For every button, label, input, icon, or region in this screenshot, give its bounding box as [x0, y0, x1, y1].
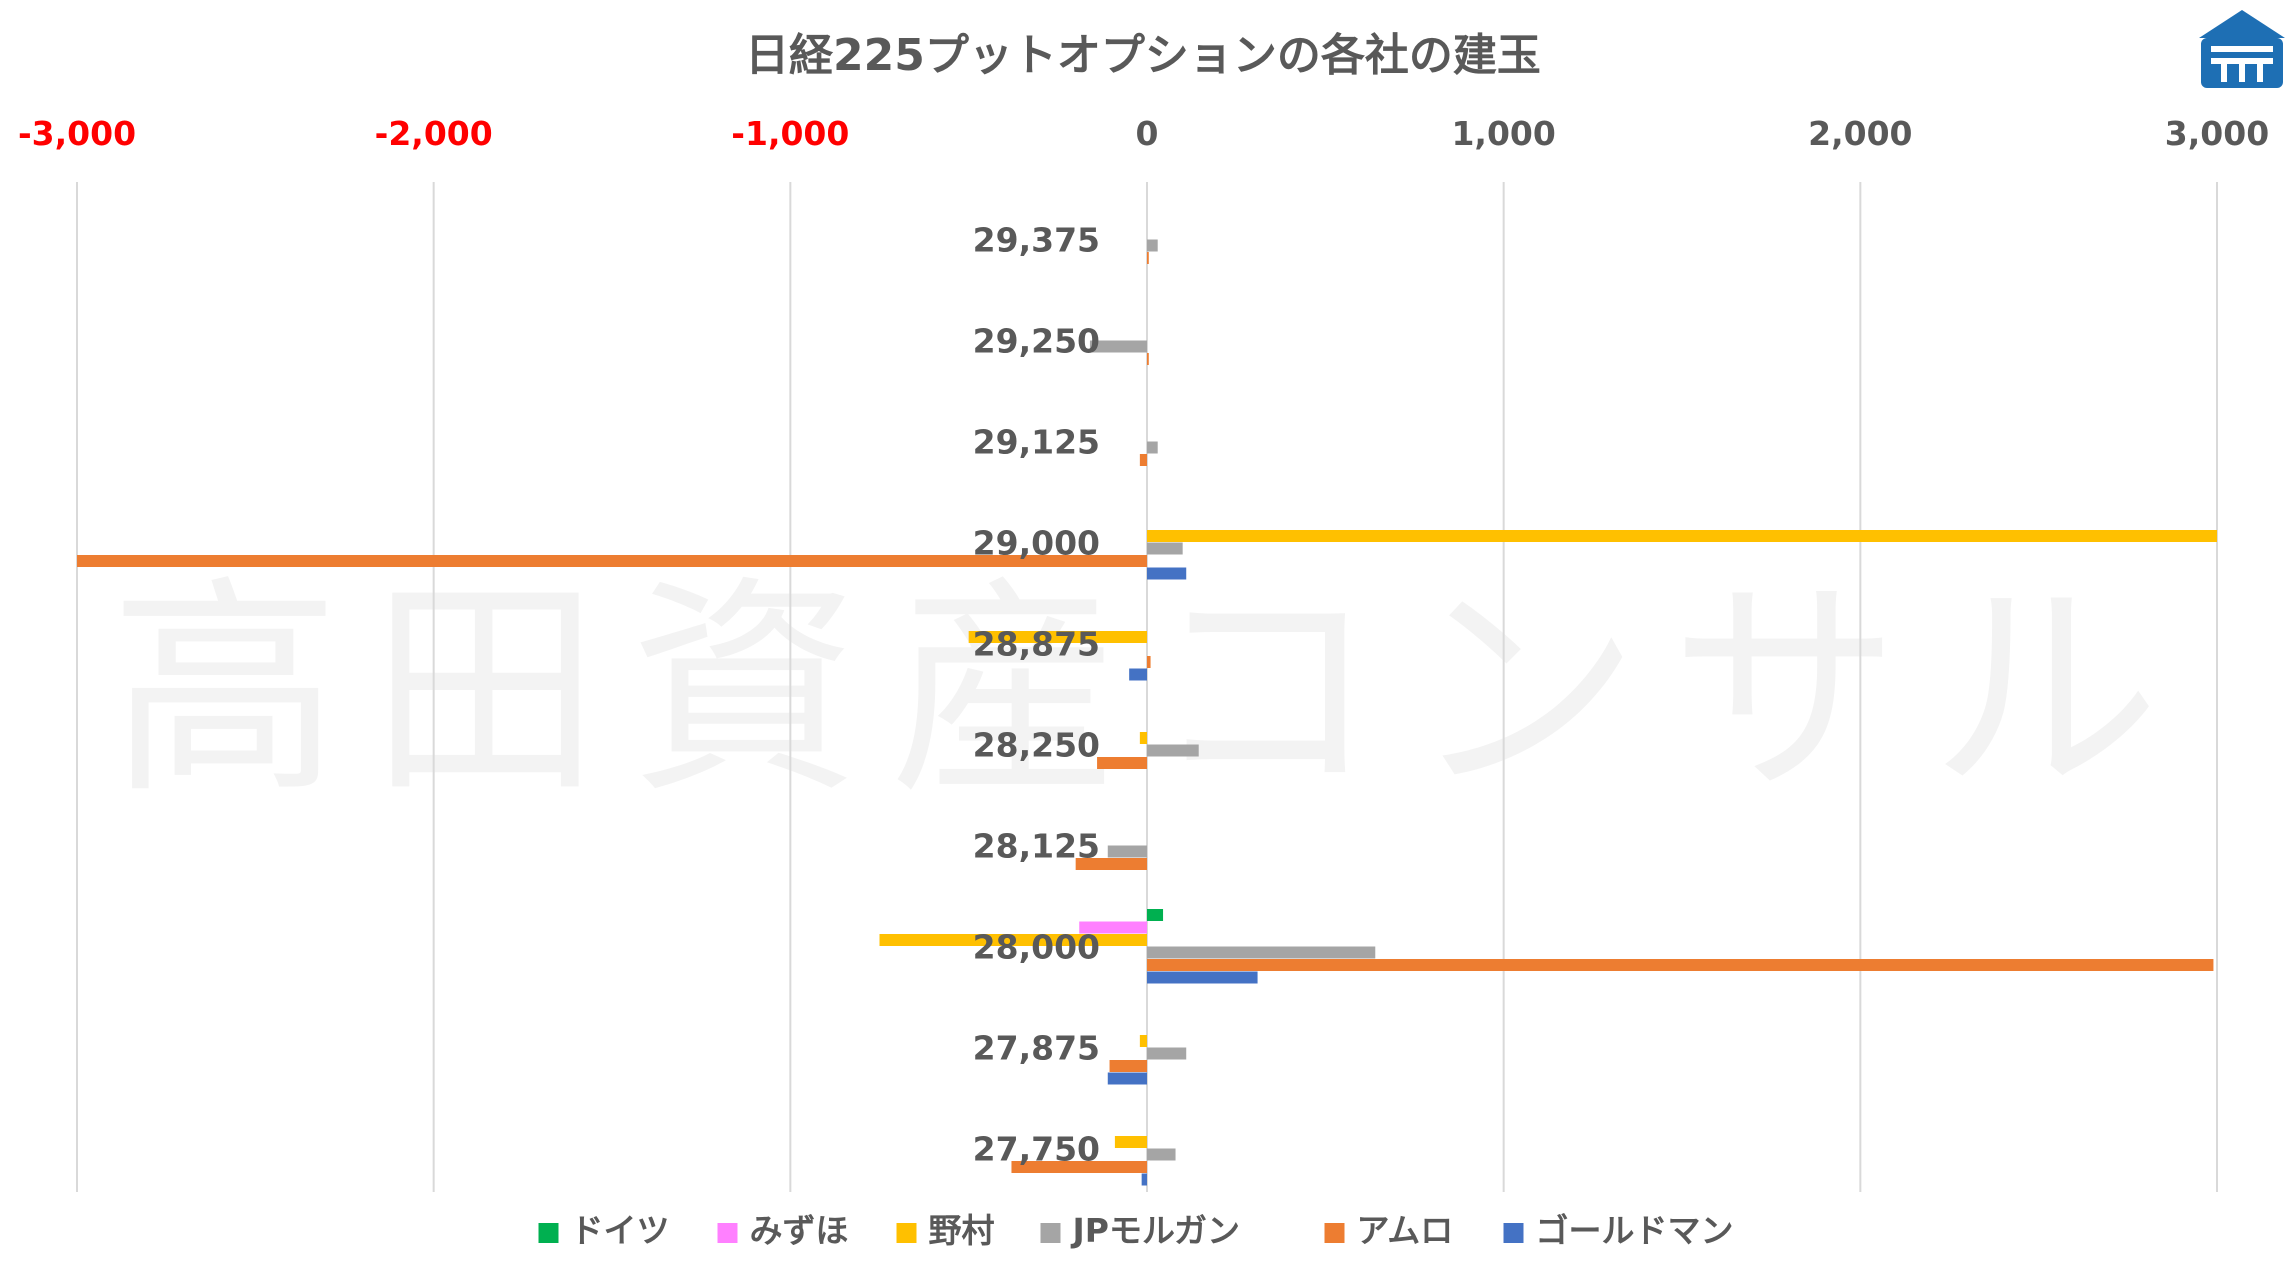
category-label: 27,750	[973, 1130, 1100, 1169]
legend-swatch	[717, 1223, 738, 1243]
x-tick-label: 3,000	[2165, 114, 2269, 153]
bar	[1147, 959, 2214, 971]
category-labels: 29,375 29,250 29,125 29,000 28,875 28,250 28,1…	[973, 221, 1100, 1169]
x-tick-label: 0	[1136, 114, 1159, 153]
bar	[1139, 1035, 1147, 1047]
bar	[1089, 340, 1147, 353]
bar	[1107, 845, 1147, 858]
category-label: 28,125	[973, 827, 1100, 866]
bar	[1109, 1060, 1147, 1072]
legend-item: JPモルガン	[1040, 1211, 1240, 1250]
category-label: 29,375	[973, 221, 1100, 260]
legend-item: アムロ	[1324, 1211, 1454, 1250]
legend-label: JPモルガン	[1071, 1211, 1240, 1250]
logo-icon	[2199, 10, 2285, 88]
bar	[879, 934, 1147, 946]
bar	[77, 555, 1147, 567]
legend-item: みずほ	[717, 1211, 849, 1250]
bar	[1147, 567, 1187, 580]
legend-label: ドイツ	[571, 1211, 670, 1250]
legend-label: みずほ	[750, 1211, 849, 1250]
bar	[1129, 668, 1147, 681]
legend-swatch	[1040, 1223, 1061, 1243]
legend-label: ゴールドマン	[1536, 1211, 1734, 1250]
category-label: 27,875	[973, 1029, 1100, 1068]
x-tick-label: -2,000	[375, 114, 493, 153]
bar	[1147, 239, 1158, 252]
legend-swatch	[1503, 1223, 1524, 1243]
category-label: 28,875	[973, 625, 1100, 664]
bar	[1147, 542, 1183, 555]
bar	[1147, 909, 1164, 921]
bar	[1141, 1173, 1147, 1186]
bar	[968, 631, 1147, 643]
bar	[1147, 971, 1258, 984]
bar	[1147, 656, 1151, 668]
bar	[1097, 757, 1147, 769]
category-label: 28,250	[973, 726, 1100, 765]
bar	[1107, 1072, 1147, 1085]
category-label: 28,000	[973, 928, 1100, 967]
category-label: 29,125	[973, 423, 1100, 462]
legend-label: 野村	[929, 1211, 995, 1250]
bar	[1147, 744, 1199, 757]
legend-swatch	[538, 1223, 559, 1243]
legend-item: ゴールドマン	[1503, 1211, 1734, 1250]
legend-swatch	[1324, 1223, 1345, 1243]
bar	[1079, 921, 1147, 934]
bar	[1011, 1161, 1147, 1173]
bar	[1147, 530, 2217, 542]
legend-item: 野村	[896, 1211, 995, 1250]
bar	[1147, 1148, 1176, 1161]
bar	[1075, 858, 1147, 870]
legend-item: ドイツ	[538, 1211, 670, 1250]
bar	[1147, 946, 1376, 959]
x-tick-label: 2,000	[1808, 114, 1912, 153]
bar	[1139, 732, 1147, 744]
x-tick-label: -1,000	[731, 114, 849, 153]
category-label: 29,250	[973, 322, 1100, 361]
bar	[1139, 454, 1147, 466]
legend: ドイツ みずほ 野村 JPモルガン アムロ ゴールドマン	[538, 1211, 1734, 1250]
legend-label: アムロ	[1357, 1211, 1454, 1250]
legend-swatch	[896, 1223, 917, 1243]
watermark: 高田資産コンサル	[110, 558, 2190, 825]
x-tick-label: 1,000	[1451, 114, 1555, 153]
category-label: 29,000	[973, 524, 1100, 563]
bars	[77, 239, 2217, 1186]
bar	[1147, 1047, 1187, 1060]
gridlines	[76, 182, 2218, 1192]
x-tick-label: -3,000	[18, 114, 136, 153]
x-axis-tick-labels: -3,000 -2,000 -1,000 0 1,000 2,000 3,000	[18, 114, 2269, 153]
bar	[1147, 353, 1149, 365]
chart-title: 日経225プットオプションの各社の建玉	[745, 30, 1541, 81]
bar	[1147, 252, 1149, 264]
bar	[1114, 1136, 1147, 1148]
bar	[1147, 441, 1158, 454]
